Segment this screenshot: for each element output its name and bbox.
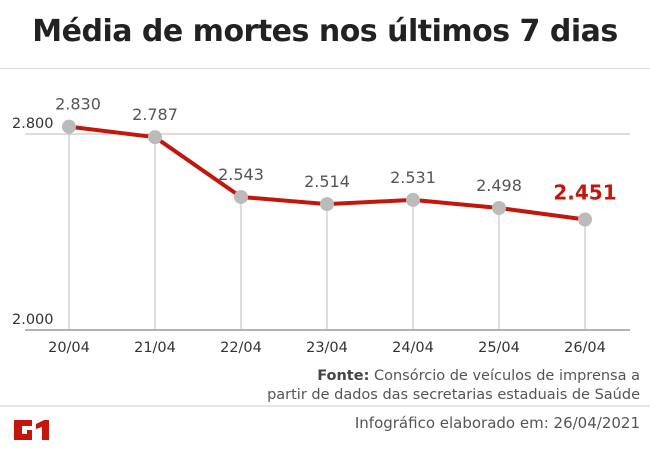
source-label: Fonte: — [317, 368, 370, 384]
data-label: 2.451 — [553, 181, 616, 205]
data-point — [492, 200, 506, 215]
data-point — [320, 197, 334, 212]
data-point — [62, 119, 76, 134]
data-point — [234, 189, 248, 204]
credit-text: Infográfico elaborado em: 26/04/2021 — [354, 414, 640, 432]
source-text-2: partir de dados das secretarias estaduai… — [267, 387, 640, 403]
line-chart: 2.000 2.800 20/04 21/04 22/04 23/04 24/04 25/04… — [12, 95, 630, 356]
source-note: Fonte: Consórcio de veículos de imprensa… — [267, 367, 640, 405]
data-point — [148, 130, 162, 145]
data-point — [406, 192, 420, 207]
x-tick-label: 22/04 — [220, 340, 262, 356]
divider — [0, 68, 650, 69]
data-point — [578, 212, 592, 227]
data-label: 2.830 — [55, 95, 101, 114]
data-label: 2.514 — [304, 172, 350, 191]
x-tick-label: 25/04 — [478, 340, 520, 356]
data-label: 2.787 — [132, 105, 178, 124]
x-tick-label: 20/04 — [48, 340, 90, 356]
source-text: Consórcio de veículos de imprensa a — [373, 368, 640, 384]
x-tick-label: 21/04 — [134, 340, 176, 356]
divider — [0, 405, 650, 407]
y-tick-label: 2.800 — [12, 116, 54, 132]
data-label: 2.498 — [476, 176, 522, 195]
data-label: 2.543 — [218, 165, 264, 184]
data-label: 2.531 — [390, 168, 436, 187]
y-tick-label: 2.000 — [12, 312, 54, 328]
x-tick-label: 24/04 — [392, 340, 434, 356]
x-tick-label: 26/04 — [564, 340, 606, 356]
chart-title: Média de mortes nos últimos 7 dias — [32, 14, 618, 49]
x-tick-label: 23/04 — [306, 340, 348, 356]
